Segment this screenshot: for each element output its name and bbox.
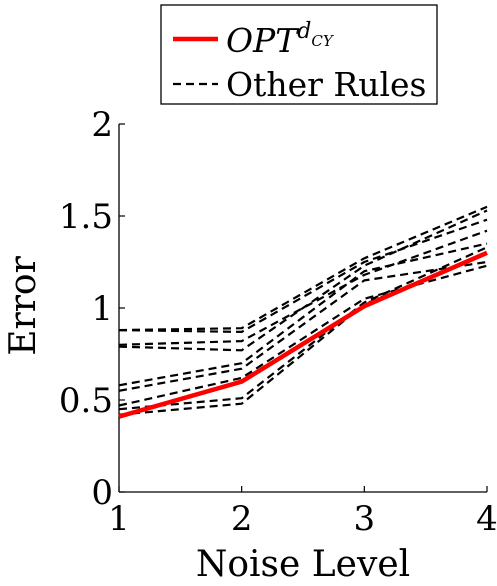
other-rules-line	[118, 229, 488, 346]
opt-line	[118, 250, 488, 419]
x-axis-label: Noise Level	[196, 544, 410, 585]
x-tick-label: 4	[476, 499, 497, 539]
y-tick-label: 1.5	[59, 197, 113, 237]
y-tick-label: 2	[91, 105, 113, 145]
series-layer	[118, 205, 488, 419]
x-tick-label: 1	[108, 499, 130, 539]
y-tick-label: 1	[91, 289, 113, 329]
other-rules-line	[118, 209, 488, 352]
legend-label-opt: OPTdCY	[226, 19, 335, 60]
axis-ticks: 1 2 3 4 0 0.5 1 1.5 2	[59, 105, 497, 539]
legend: OPTdCY Other Rules	[160, 4, 438, 105]
y-tick-label: 0	[91, 473, 113, 513]
other-rules-line	[118, 242, 488, 387]
y-axis-label: Error	[3, 255, 44, 355]
other-rules-line	[118, 251, 488, 416]
legend-label-other-rules: Other Rules	[226, 65, 426, 104]
legend-label-opt-main: OPT	[226, 21, 300, 60]
other-rules-line	[118, 264, 488, 407]
x-tick-label: 2	[231, 499, 253, 539]
other-rules-line	[118, 246, 488, 411]
legend-label-opt-sup: d	[297, 19, 311, 44]
other-rules-line	[118, 260, 488, 392]
y-tick-label: 0.5	[59, 381, 113, 421]
legend-label-opt-sub: CY	[311, 32, 334, 50]
legend-box	[160, 4, 438, 105]
x-tick-label: 3	[354, 499, 376, 539]
other-rules-line	[118, 218, 488, 333]
other-rules-line	[118, 205, 488, 332]
